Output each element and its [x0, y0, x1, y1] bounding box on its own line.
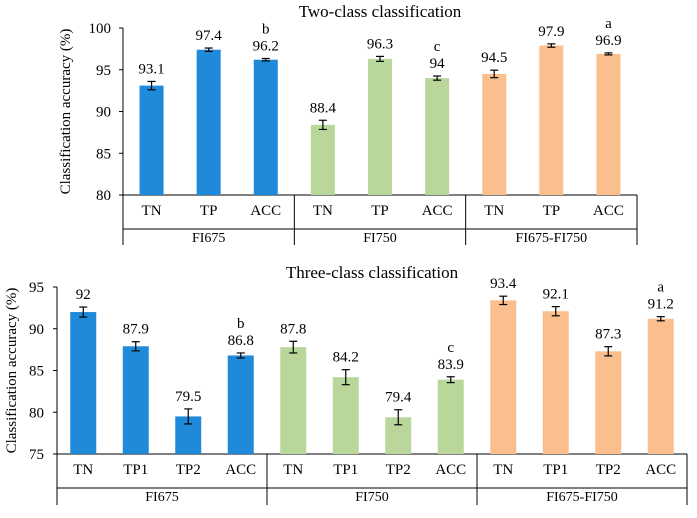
x-tick-label: TP1 [123, 462, 148, 478]
bar [253, 59, 278, 196]
y-axis-label: Classification accuracy (%) [58, 29, 74, 195]
bar [122, 346, 149, 454]
x-tick-label: ACC [435, 462, 466, 478]
bar [539, 45, 564, 195]
x-tick-label: TP [371, 203, 389, 219]
bar [139, 85, 164, 195]
x-tick-label: TN [313, 203, 333, 219]
x-tick-label: TP2 [596, 462, 621, 478]
bar-group-fi675-fi750: 94.5 TN 97.9 TP 96.9a ACC FI675-FI750 [465, 16, 637, 246]
x-tick-label: ACC [225, 462, 256, 478]
x-tick-label: TN [493, 462, 513, 478]
x-tick-label: TP1 [333, 462, 358, 478]
data-label: 87.8 [280, 321, 306, 337]
y-tick-label: 90 [96, 105, 111, 121]
significance-letter: a [605, 16, 612, 32]
bar [368, 58, 392, 195]
x-tick-label: ACC [593, 203, 624, 219]
group-label: FI675 [145, 490, 178, 505]
data-label: 93.1 [138, 61, 164, 77]
group-label: FI750 [355, 490, 388, 505]
chart-panel-2: Three-class classification Classification… [4, 263, 688, 505]
x-tick-label: TN [283, 462, 303, 478]
x-tick-label: ACC [250, 203, 281, 219]
bar [425, 78, 450, 195]
data-label: 79.4 [385, 390, 412, 406]
bar-group-fi750: 88.4 TN 96.3 TP 94c ACC FI750 [294, 36, 467, 246]
bar-group-fi675: 92 TN 87.9 TP1 79.5 TP2 86.8b ACC FI675 [57, 287, 268, 505]
data-label: 96.3 [367, 36, 393, 52]
x-tick-label: TN [484, 203, 504, 219]
y-axis-label: Classification accuracy (%) [4, 288, 20, 454]
bar-group-fi750: 87.8 TN 84.2 TP1 79.4 TP2 83.9c ACC FI750 [267, 321, 478, 505]
data-label: 96.9 [595, 33, 621, 49]
data-label: 88.4 [310, 100, 337, 116]
y-tick-label: 80 [96, 188, 111, 204]
data-label: 83.9 [438, 357, 464, 373]
bar [490, 300, 517, 454]
bar [280, 347, 307, 454]
data-label: 97.9 [538, 24, 564, 40]
bar [647, 318, 674, 454]
chart-title: Three-class classification [286, 263, 459, 282]
bar-group-fi675: 93.1 TN 97.4 TP 96.2b ACC FI675 [123, 21, 295, 246]
group-label: FI675-FI750 [516, 231, 588, 246]
group-label: FI675-FI750 [546, 490, 618, 505]
bar [70, 312, 97, 454]
x-tick-label: ACC [645, 462, 676, 478]
data-label: 86.8 [228, 333, 254, 349]
bar [332, 377, 359, 454]
x-tick-label: TN [73, 462, 93, 478]
data-label: 87.9 [123, 322, 149, 338]
y-tick-label: 80 [29, 405, 44, 421]
bar [595, 351, 622, 454]
bar [196, 49, 221, 196]
data-label: 87.3 [595, 327, 621, 343]
significance-letter: b [262, 21, 270, 37]
chart-title: Two-class classification [299, 2, 462, 21]
data-label: 84.2 [333, 350, 359, 366]
data-label: 94 [430, 56, 446, 72]
bar [227, 355, 254, 454]
data-label: 97.4 [196, 28, 223, 44]
significance-letter: b [237, 316, 245, 332]
bar [310, 124, 335, 195]
significance-letter: a [657, 280, 664, 296]
bar-group-fi675-fi750: 93.4 TN 92.1 TP1 87.3 TP2 91.2a ACC FI675-FI750 [477, 276, 687, 505]
bar [482, 73, 507, 195]
bar [437, 379, 464, 454]
x-tick-label: TP2 [386, 462, 411, 478]
group-label: FI675 [192, 231, 225, 246]
bar [596, 53, 621, 196]
x-tick-label: TP [543, 203, 561, 219]
x-tick-label: TP [200, 203, 218, 219]
y-tick-label: 95 [29, 280, 44, 296]
data-label: 92 [76, 287, 91, 303]
bar [542, 311, 569, 454]
significance-letter: c [447, 340, 454, 356]
significance-letter: c [434, 39, 441, 55]
group-label: FI750 [363, 231, 396, 246]
y-tick-label: 85 [29, 364, 44, 380]
data-label: 79.5 [175, 389, 201, 405]
y-tick-label: 75 [29, 447, 44, 463]
x-tick-label: TP1 [543, 462, 568, 478]
data-label: 91.2 [648, 297, 674, 313]
y-tick-label: 90 [29, 322, 44, 338]
data-label: 93.4 [490, 276, 517, 292]
y-tick-label: 95 [96, 63, 111, 79]
x-tick-label: TP2 [176, 462, 201, 478]
y-tick-label: 100 [89, 21, 112, 37]
data-label: 96.2 [253, 38, 279, 54]
data-label: 92.1 [543, 287, 569, 303]
x-tick-label: ACC [422, 203, 453, 219]
data-label: 94.5 [481, 50, 507, 66]
chart-panel-1: Two-class classification Classification a… [58, 2, 638, 246]
x-tick-label: TN [142, 203, 162, 219]
y-tick-label: 85 [96, 146, 111, 162]
